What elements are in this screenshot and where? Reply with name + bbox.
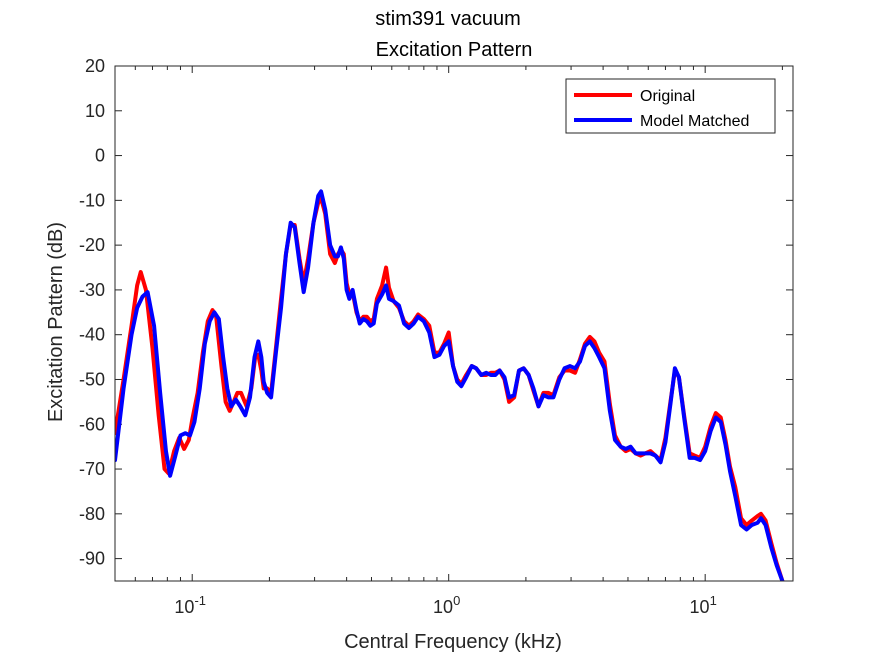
y-axis-title: Excitation Pattern (dB) [45,222,67,422]
y-tick-label: -60 [79,414,105,434]
y-tick-label: -10 [79,190,105,210]
y-tick-label: 10 [85,101,105,121]
legend-label: Original [640,88,695,105]
y-tick-label: -90 [79,549,105,569]
plot-background [115,66,793,581]
y-tick-label: -70 [79,459,105,479]
y-tick-label: -40 [79,325,105,345]
y-tick-label: 20 [85,56,105,76]
x-axis-title: Central Frequency (kHz) [344,631,562,653]
y-tick-label: -20 [79,235,105,255]
legend-label: Model Matched [640,113,749,130]
axes-box [114,65,794,582]
chart-subtitle: Excitation Pattern [376,39,533,61]
chart-title: stim391 vacuum [375,8,521,30]
y-tick-label: -80 [79,504,105,524]
x-tick-label: 101 [690,593,717,617]
legend-box [565,78,776,134]
y-tick-label: -50 [79,369,105,389]
y-tick-label: 0 [95,146,105,166]
y-tick-label: -30 [79,280,105,300]
x-tick-label: 10-1 [174,593,206,617]
x-tick-label: 100 [433,593,460,617]
series-line-model-matched [115,189,785,581]
